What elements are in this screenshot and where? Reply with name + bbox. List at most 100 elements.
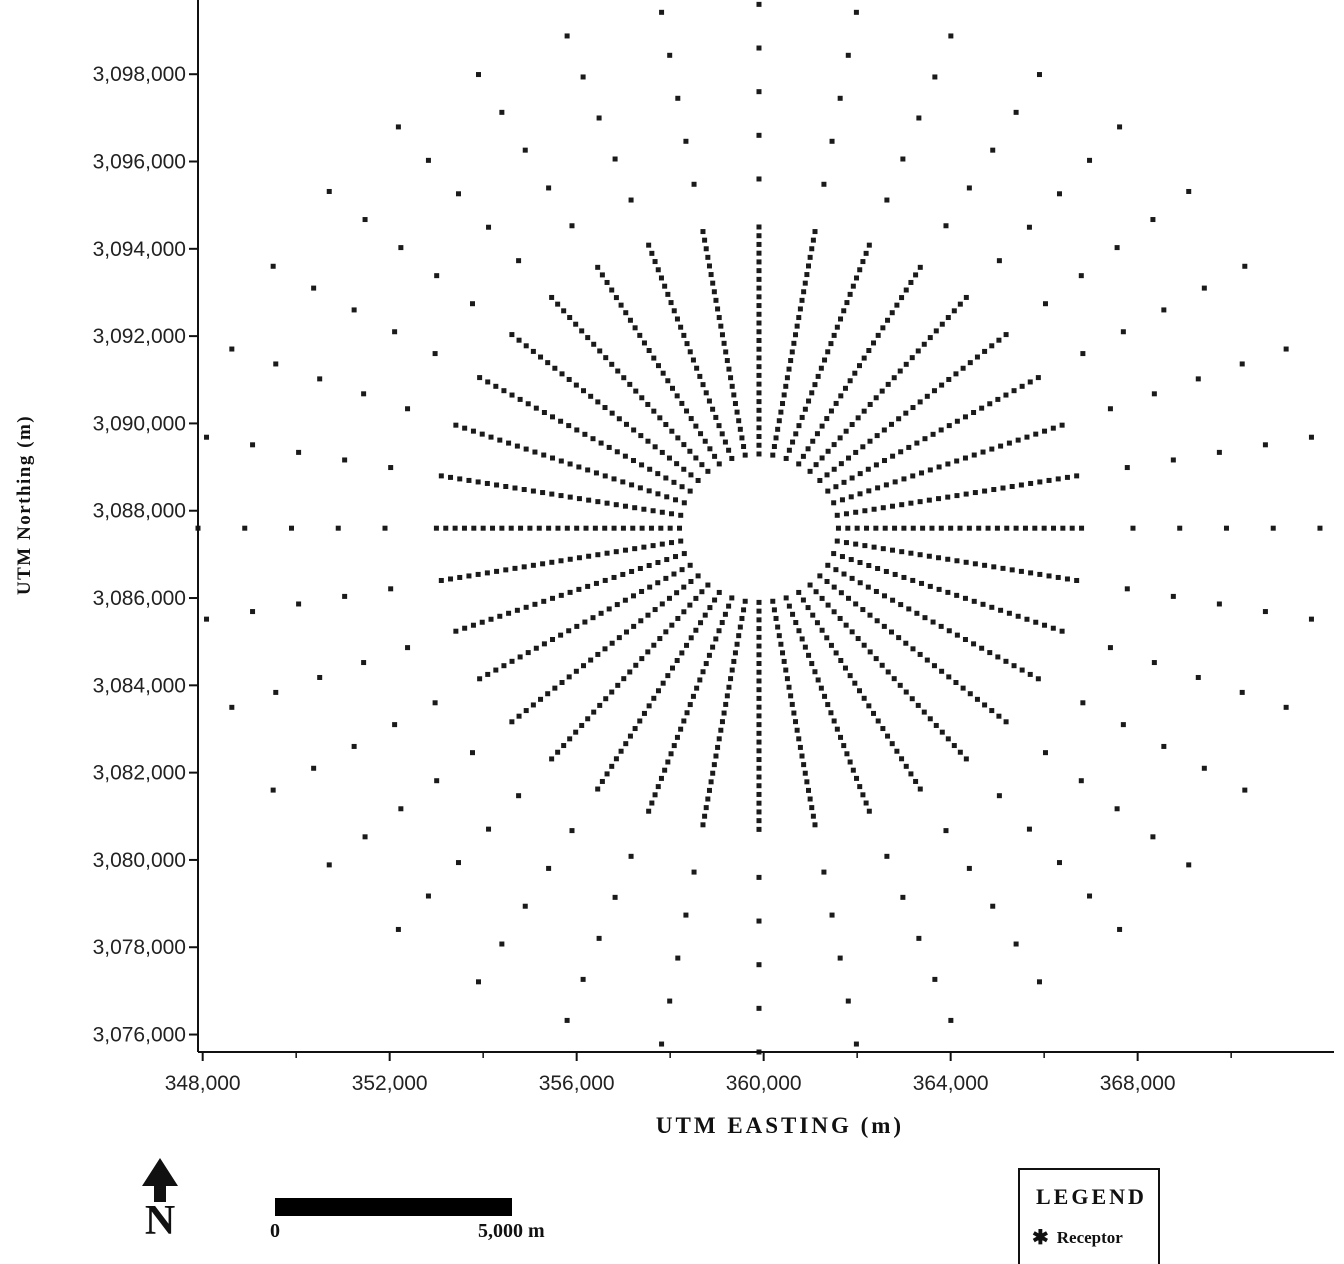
receptor-point	[558, 493, 564, 499]
receptor-point	[698, 431, 704, 437]
receptor-point	[663, 475, 669, 481]
receptor-point	[799, 414, 805, 420]
receptor-point	[602, 405, 608, 411]
receptor-point	[1195, 674, 1201, 680]
receptor-point	[971, 452, 977, 458]
receptor-point	[590, 615, 596, 621]
receptor-point	[831, 466, 837, 472]
receptor-point	[665, 759, 671, 765]
receptor-point	[788, 693, 794, 699]
receptor-point	[1186, 862, 1192, 868]
receptor-point	[639, 462, 645, 468]
receptor-point	[817, 477, 823, 483]
receptor-point	[939, 321, 945, 327]
receptor-point	[919, 580, 925, 586]
receptor-point	[1046, 573, 1052, 579]
receptor-point	[559, 680, 565, 686]
receptor-point	[867, 438, 873, 444]
receptor-point	[593, 470, 599, 476]
receptor-point	[881, 427, 887, 433]
receptor-point	[838, 590, 844, 596]
receptor-point	[789, 349, 795, 355]
receptor-point	[621, 676, 627, 682]
receptor-point	[517, 396, 523, 402]
receptor-point	[609, 689, 615, 695]
receptor-point	[979, 645, 985, 651]
receptor-point	[888, 421, 894, 427]
receptor-point	[645, 401, 651, 407]
receptor-point	[1011, 388, 1017, 394]
receptor-point	[756, 783, 762, 789]
receptor-point	[532, 449, 538, 455]
receptor-point	[756, 132, 762, 138]
receptor-point	[756, 303, 762, 309]
legend-entry-label: Receptor	[1056, 1228, 1123, 1247]
receptor-point	[847, 759, 853, 765]
receptor-point	[566, 376, 572, 382]
receptor-point	[1024, 434, 1030, 440]
receptor-point	[989, 604, 995, 610]
receptor-point	[853, 449, 859, 455]
receptor-point	[927, 467, 933, 473]
receptor-point	[630, 458, 636, 464]
receptor-point	[681, 466, 687, 472]
receptor-point	[671, 479, 677, 485]
receptor-point	[550, 636, 556, 642]
receptor-point	[675, 955, 681, 961]
receptor-point	[908, 771, 914, 777]
receptor-point	[677, 525, 683, 531]
receptor-point	[890, 547, 895, 553]
receptor-point	[857, 471, 863, 477]
receptor-point	[756, 337, 762, 343]
receptor-point	[645, 438, 651, 444]
receptor-point	[906, 444, 912, 450]
receptor-point	[1283, 704, 1289, 710]
receptor-point	[756, 791, 762, 797]
receptor-point	[597, 348, 603, 354]
receptor-point	[683, 138, 689, 144]
receptor-point	[674, 461, 680, 467]
receptor-point	[687, 562, 693, 568]
receptor-point	[756, 390, 762, 396]
receptor-point	[967, 691, 973, 697]
receptor-point	[879, 662, 885, 668]
receptor-point	[651, 408, 657, 414]
receptor-point	[204, 434, 210, 440]
receptor-point	[708, 779, 714, 785]
receptor-point	[1032, 525, 1038, 531]
receptor-point	[658, 525, 664, 531]
receptor-point	[549, 756, 555, 762]
receptor-point	[821, 181, 827, 187]
receptor-point	[903, 410, 909, 416]
receptor-point	[980, 601, 986, 607]
receptor-point	[700, 822, 706, 828]
receptor-point	[899, 756, 905, 762]
receptor-point	[1000, 485, 1006, 491]
receptor-point	[693, 627, 699, 633]
receptor-point	[866, 808, 872, 814]
receptor-point	[628, 853, 634, 859]
receptor-point	[443, 525, 449, 531]
receptor-point	[922, 615, 928, 621]
receptor-point	[926, 553, 932, 559]
receptor-point	[916, 935, 922, 941]
receptor-point	[695, 477, 701, 483]
receptor-point	[629, 482, 635, 488]
receptor-point	[756, 643, 762, 649]
receptor-point	[939, 382, 945, 388]
receptor-point	[989, 343, 995, 349]
receptor-point	[1009, 567, 1015, 573]
receptor-point	[884, 853, 890, 859]
receptor-point	[576, 464, 582, 470]
receptor-point	[715, 744, 721, 750]
receptor-point	[853, 601, 859, 607]
receptor-point	[477, 375, 483, 381]
receptor-point	[666, 595, 672, 601]
receptor-point	[697, 677, 703, 683]
receptor-point	[674, 657, 680, 663]
receptor-point	[688, 416, 694, 422]
receptor-point	[828, 710, 834, 716]
receptor-point	[533, 405, 539, 411]
receptor-point	[806, 787, 812, 793]
